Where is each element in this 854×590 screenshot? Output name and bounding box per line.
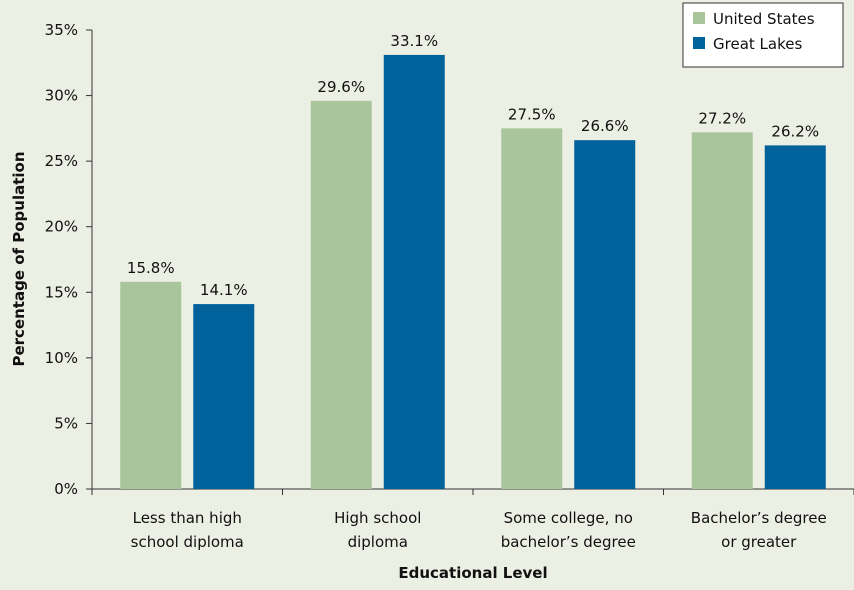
bar-united-states	[501, 128, 563, 489]
data-label: 27.2%	[698, 109, 746, 127]
legend-swatch	[693, 12, 705, 24]
category-label: diploma	[348, 533, 408, 551]
data-label: 14.1%	[200, 281, 248, 299]
data-labels: 15.8% 14.1% 29.6% 33.1% 27.5% 26.6% 27.2% 26.2%	[127, 32, 819, 299]
data-label: 15.8%	[127, 259, 175, 277]
legend: United States Great Lakes	[682, 2, 844, 68]
category-label: Less than high	[133, 509, 242, 527]
bar-united-states	[120, 281, 182, 489]
legend-box	[682, 2, 844, 68]
y-tick-label: 10%	[45, 349, 78, 367]
data-label: 26.6%	[581, 117, 629, 135]
category-label: school diploma	[131, 533, 244, 551]
bar-great-lakes	[574, 140, 636, 489]
bar-united-states	[691, 132, 753, 489]
y-tick-label: 15%	[45, 283, 78, 301]
data-label: 29.6%	[317, 78, 365, 96]
bar-great-lakes	[193, 304, 255, 489]
y-tick-label: 30%	[45, 87, 78, 105]
category-label: or greater	[721, 533, 797, 551]
y-tick-label: 0%	[54, 480, 78, 498]
category-label: Some college, no	[504, 509, 633, 527]
bars	[120, 54, 826, 490]
x-axis-title: Educational Level	[398, 564, 547, 582]
bar-great-lakes	[764, 145, 826, 490]
data-label: 26.2%	[771, 122, 819, 140]
category-labels: Less than high school diploma High school d…	[131, 509, 827, 551]
bar-united-states	[310, 100, 372, 490]
x-ticks	[91, 489, 854, 495]
y-axis-title: Percentage of Population	[10, 151, 28, 366]
data-label: 33.1%	[390, 32, 438, 50]
legend-label: Great Lakes	[713, 35, 802, 53]
y-axis: 0% 5% 10% 15% 20% 25% 30% 35%	[45, 21, 93, 498]
y-tick-label: 35%	[45, 21, 78, 39]
data-label: 27.5%	[508, 105, 556, 123]
legend-label: United States	[713, 10, 815, 28]
y-ticks: 0% 5% 10% 15% 20% 25% 30% 35%	[45, 21, 92, 498]
legend-swatch	[693, 37, 705, 49]
category-label: Bachelor’s degree	[691, 509, 827, 527]
category-label: High school	[334, 509, 421, 527]
y-tick-label: 25%	[45, 152, 78, 170]
category-label: bachelor’s degree	[501, 533, 636, 551]
y-tick-label: 5%	[54, 414, 78, 432]
bar-great-lakes	[383, 54, 445, 489]
y-tick-label: 20%	[45, 218, 78, 236]
x-axis	[91, 488, 854, 495]
